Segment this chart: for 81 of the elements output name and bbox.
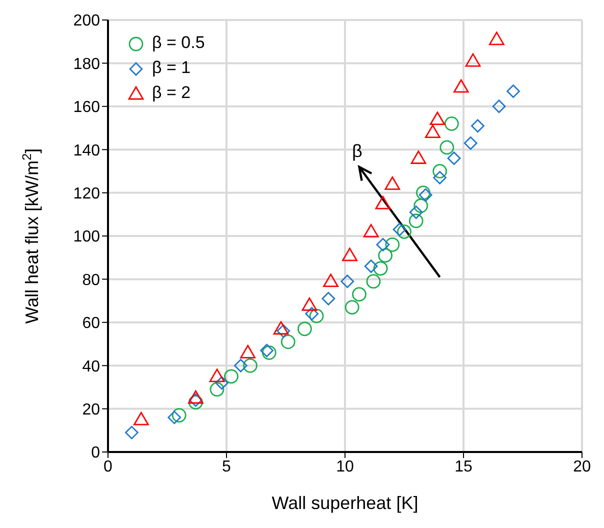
- point: [408, 214, 424, 228]
- point: [373, 261, 388, 276]
- point: [385, 237, 400, 252]
- legend-label: β = 2: [152, 82, 191, 104]
- point: [363, 224, 379, 238]
- y-tick-label: 140: [73, 142, 100, 160]
- point: [234, 358, 248, 372]
- point: [305, 307, 319, 320]
- point: [188, 393, 202, 407]
- point: [433, 170, 446, 184]
- point: [376, 238, 390, 252]
- point: [309, 308, 324, 324]
- point: [465, 53, 481, 67]
- point: [440, 140, 454, 155]
- point: [323, 274, 338, 288]
- annotation: β: [352, 140, 362, 161]
- point: [392, 222, 406, 236]
- point: [342, 248, 358, 262]
- point: [488, 32, 504, 46]
- point: [397, 224, 412, 239]
- legend-label: β = 0.5: [152, 32, 205, 54]
- point: [133, 412, 149, 426]
- point: [416, 186, 430, 200]
- point: [464, 136, 478, 150]
- point: [432, 164, 447, 178]
- point: [262, 345, 276, 360]
- point: [414, 198, 428, 213]
- x-axis-title: Wall superheat [K]: [272, 492, 418, 513]
- point: [243, 358, 258, 373]
- legend-label: β = 1: [152, 57, 191, 79]
- point: [444, 116, 459, 131]
- point: [280, 334, 296, 350]
- point: [410, 150, 426, 164]
- point: [188, 390, 204, 404]
- point: [276, 324, 290, 338]
- x-tick-label: 5: [222, 458, 232, 476]
- point: [492, 100, 506, 114]
- point: [430, 112, 446, 126]
- y-tick-label: 100: [73, 228, 100, 246]
- point: [302, 297, 318, 311]
- point: [424, 124, 440, 138]
- point: [366, 274, 381, 289]
- y-tick-label: 200: [73, 12, 100, 30]
- point: [168, 410, 182, 424]
- point: [260, 344, 274, 358]
- point: [215, 376, 228, 390]
- point: [384, 176, 400, 190]
- point: [364, 260, 378, 273]
- point: [506, 84, 520, 98]
- point: [298, 322, 312, 336]
- x-tick-label: 10: [336, 458, 354, 476]
- point: [340, 274, 354, 288]
- y-tick-label: 0: [91, 444, 100, 462]
- y-tick-label: 120: [73, 185, 100, 202]
- y-tick-label: 160: [73, 99, 100, 116]
- x-tick-label: 20: [573, 458, 591, 476]
- point: [224, 369, 238, 384]
- point: [273, 321, 289, 335]
- point: [209, 368, 225, 382]
- point: [240, 344, 256, 358]
- y-tick-label: 80: [82, 272, 100, 289]
- point: [352, 287, 366, 302]
- y-tick-label: 60: [82, 315, 100, 332]
- point: [322, 292, 336, 306]
- point: [210, 382, 224, 397]
- point: [418, 188, 432, 202]
- point: [378, 248, 392, 263]
- y-tick-label: 40: [82, 358, 100, 376]
- x-tick-label: 15: [454, 458, 472, 476]
- y-tick-label: 20: [82, 401, 100, 418]
- point: [453, 79, 469, 93]
- point: [471, 119, 484, 133]
- point: [172, 408, 186, 422]
- point: [447, 152, 461, 165]
- point: [125, 426, 138, 440]
- point: [188, 395, 203, 410]
- x-tick-label: 0: [104, 458, 113, 476]
- point: [344, 300, 360, 314]
- point: [409, 206, 423, 219]
- y-tick-label: 180: [73, 56, 100, 73]
- point: [375, 196, 391, 210]
